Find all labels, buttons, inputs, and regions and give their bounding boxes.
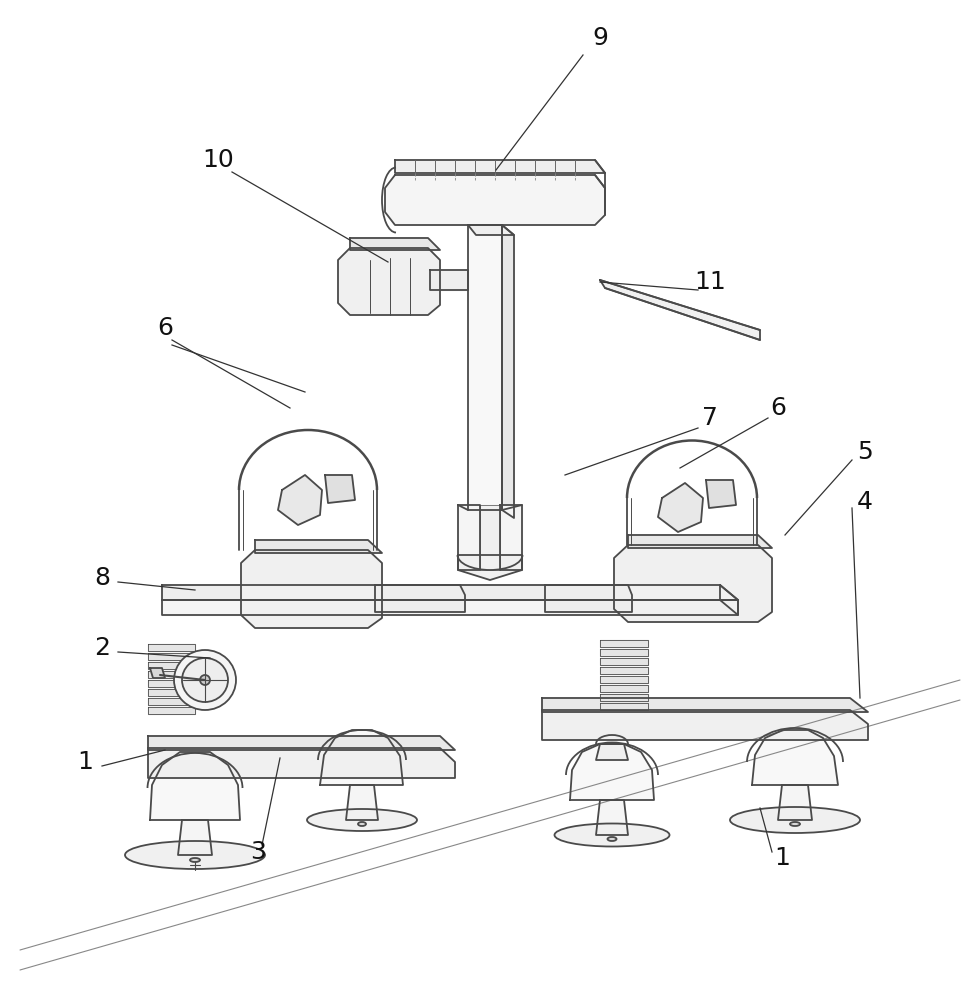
Polygon shape	[150, 668, 165, 678]
Polygon shape	[545, 585, 632, 612]
Polygon shape	[395, 160, 605, 173]
Polygon shape	[178, 820, 212, 855]
Polygon shape	[375, 585, 465, 612]
Polygon shape	[778, 785, 812, 820]
Ellipse shape	[790, 822, 800, 826]
Ellipse shape	[125, 841, 265, 869]
Polygon shape	[658, 483, 703, 532]
Text: 10: 10	[202, 148, 234, 172]
Polygon shape	[148, 644, 195, 651]
Polygon shape	[148, 736, 455, 750]
Ellipse shape	[307, 809, 417, 831]
Polygon shape	[320, 730, 403, 785]
Polygon shape	[150, 752, 240, 820]
Text: 1: 1	[774, 846, 790, 870]
Polygon shape	[596, 744, 628, 760]
Polygon shape	[570, 744, 654, 800]
Ellipse shape	[608, 837, 616, 841]
Polygon shape	[468, 225, 514, 235]
Polygon shape	[241, 550, 382, 628]
Ellipse shape	[200, 675, 210, 685]
Polygon shape	[148, 662, 195, 669]
Polygon shape	[148, 671, 195, 678]
Polygon shape	[148, 698, 195, 705]
Polygon shape	[600, 640, 648, 647]
Text: 1: 1	[77, 750, 93, 774]
Polygon shape	[255, 540, 382, 553]
Polygon shape	[385, 175, 605, 225]
Polygon shape	[628, 535, 772, 548]
Polygon shape	[600, 280, 760, 340]
Text: 4: 4	[857, 490, 873, 514]
Polygon shape	[614, 545, 772, 622]
Polygon shape	[600, 703, 648, 710]
Ellipse shape	[182, 658, 228, 702]
Polygon shape	[720, 585, 738, 615]
Polygon shape	[600, 685, 648, 692]
Polygon shape	[278, 475, 322, 525]
Ellipse shape	[190, 858, 200, 862]
Polygon shape	[502, 225, 514, 518]
Polygon shape	[148, 689, 195, 696]
Polygon shape	[600, 667, 648, 674]
Polygon shape	[600, 676, 648, 683]
Polygon shape	[458, 555, 522, 580]
Polygon shape	[458, 505, 480, 570]
Polygon shape	[706, 480, 736, 508]
Text: 11: 11	[694, 270, 726, 294]
Text: 3: 3	[250, 840, 266, 864]
Text: 5: 5	[858, 440, 873, 464]
Polygon shape	[148, 653, 195, 660]
Text: 8: 8	[94, 566, 110, 590]
Ellipse shape	[555, 824, 669, 846]
Ellipse shape	[174, 650, 236, 710]
Polygon shape	[148, 748, 455, 778]
Text: 7: 7	[702, 406, 718, 430]
Text: 6: 6	[770, 396, 786, 420]
Text: 9: 9	[592, 26, 608, 50]
Polygon shape	[162, 585, 738, 600]
Polygon shape	[338, 248, 440, 315]
Polygon shape	[346, 785, 378, 820]
Polygon shape	[480, 505, 500, 570]
Text: 2: 2	[94, 636, 110, 660]
Polygon shape	[500, 505, 522, 570]
Polygon shape	[430, 270, 468, 290]
Ellipse shape	[358, 822, 366, 826]
Polygon shape	[148, 680, 195, 687]
Polygon shape	[148, 707, 195, 714]
Polygon shape	[542, 710, 868, 740]
Polygon shape	[600, 649, 648, 656]
Polygon shape	[325, 475, 355, 503]
Polygon shape	[752, 730, 838, 785]
Polygon shape	[542, 698, 868, 712]
Polygon shape	[596, 800, 628, 835]
Polygon shape	[350, 238, 440, 250]
Polygon shape	[468, 225, 502, 510]
Text: 6: 6	[157, 316, 173, 340]
Polygon shape	[600, 658, 648, 665]
Ellipse shape	[730, 807, 860, 833]
Polygon shape	[600, 694, 648, 701]
Polygon shape	[162, 600, 738, 615]
